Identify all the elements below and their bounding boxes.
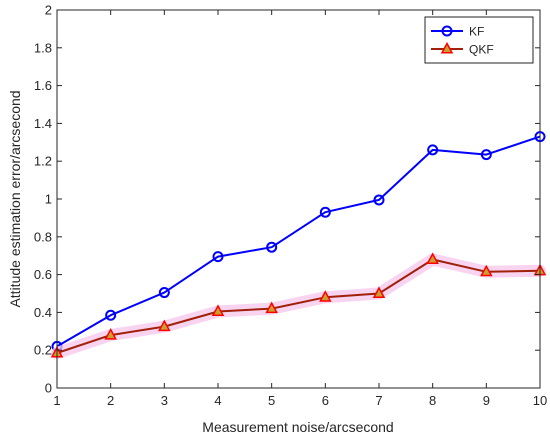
data-point	[373, 194, 385, 206]
legend-item-qkf: QKF	[431, 41, 494, 57]
data-point	[372, 286, 386, 298]
x-tick-label: 1	[53, 393, 60, 408]
data-point	[480, 264, 493, 277]
y-tick-label: 1.6	[34, 78, 52, 93]
data-point	[480, 149, 492, 161]
data-point	[158, 287, 170, 299]
series-line	[56, 258, 541, 354]
data-point	[319, 290, 332, 302]
data-point	[427, 144, 439, 156]
data-point	[266, 241, 278, 253]
x-tick-label: 7	[375, 393, 382, 408]
data-point	[265, 301, 278, 314]
y-tick-label: 1.8	[34, 40, 52, 55]
data-point	[158, 319, 171, 332]
series-qkf	[50, 252, 547, 359]
x-tick-label: 5	[268, 393, 275, 408]
legend-label: QKF	[469, 43, 494, 57]
data-point	[426, 252, 439, 264]
y-tick-label: 0.4	[34, 305, 52, 320]
series-kf	[51, 131, 546, 352]
x-tick-label: 8	[429, 393, 436, 408]
data-point	[105, 309, 117, 321]
legend: KF QKF	[424, 16, 534, 64]
data-point	[211, 304, 225, 316]
y-tick-label: 1.4	[34, 116, 52, 131]
x-tick-label: 2	[107, 393, 114, 408]
data-point	[212, 251, 224, 263]
y-tick-label: 0.2	[34, 343, 52, 358]
x-tick-label: 6	[322, 393, 329, 408]
x-tick-label: 4	[214, 393, 221, 408]
axes: 1 2 3 4 5 6 7 8 9 10 0 0.2 0.4 0.6 0.8 1 1.2 1.4 1.6 1.8 2	[34, 3, 547, 409]
x-axis-label: Measurement noise/arcsecond	[202, 419, 393, 435]
x-tick-label: 9	[483, 393, 490, 408]
legend-item-kf: KF	[431, 25, 484, 39]
y-tick-label: 1	[45, 192, 52, 207]
y-tick-label: 1.2	[34, 154, 52, 169]
series-line	[56, 135, 541, 348]
legend-box	[424, 16, 534, 64]
y-axis-label: Attitude estimation error/arcsecond	[7, 90, 23, 307]
legend-marker	[441, 25, 453, 37]
data-point	[104, 328, 117, 340]
x-tick-label: 10	[533, 393, 547, 408]
y-tick-label: 0.8	[34, 229, 52, 244]
y-tick-label: 2	[45, 3, 52, 18]
legend-marker	[440, 41, 454, 54]
y-tick-label: 0	[45, 381, 52, 396]
plot-area	[50, 131, 547, 359]
x-tick-label: 3	[161, 393, 168, 408]
data-point	[319, 206, 331, 218]
legend-label: KF	[469, 25, 484, 39]
y-tick-label: 0.6	[34, 267, 52, 282]
